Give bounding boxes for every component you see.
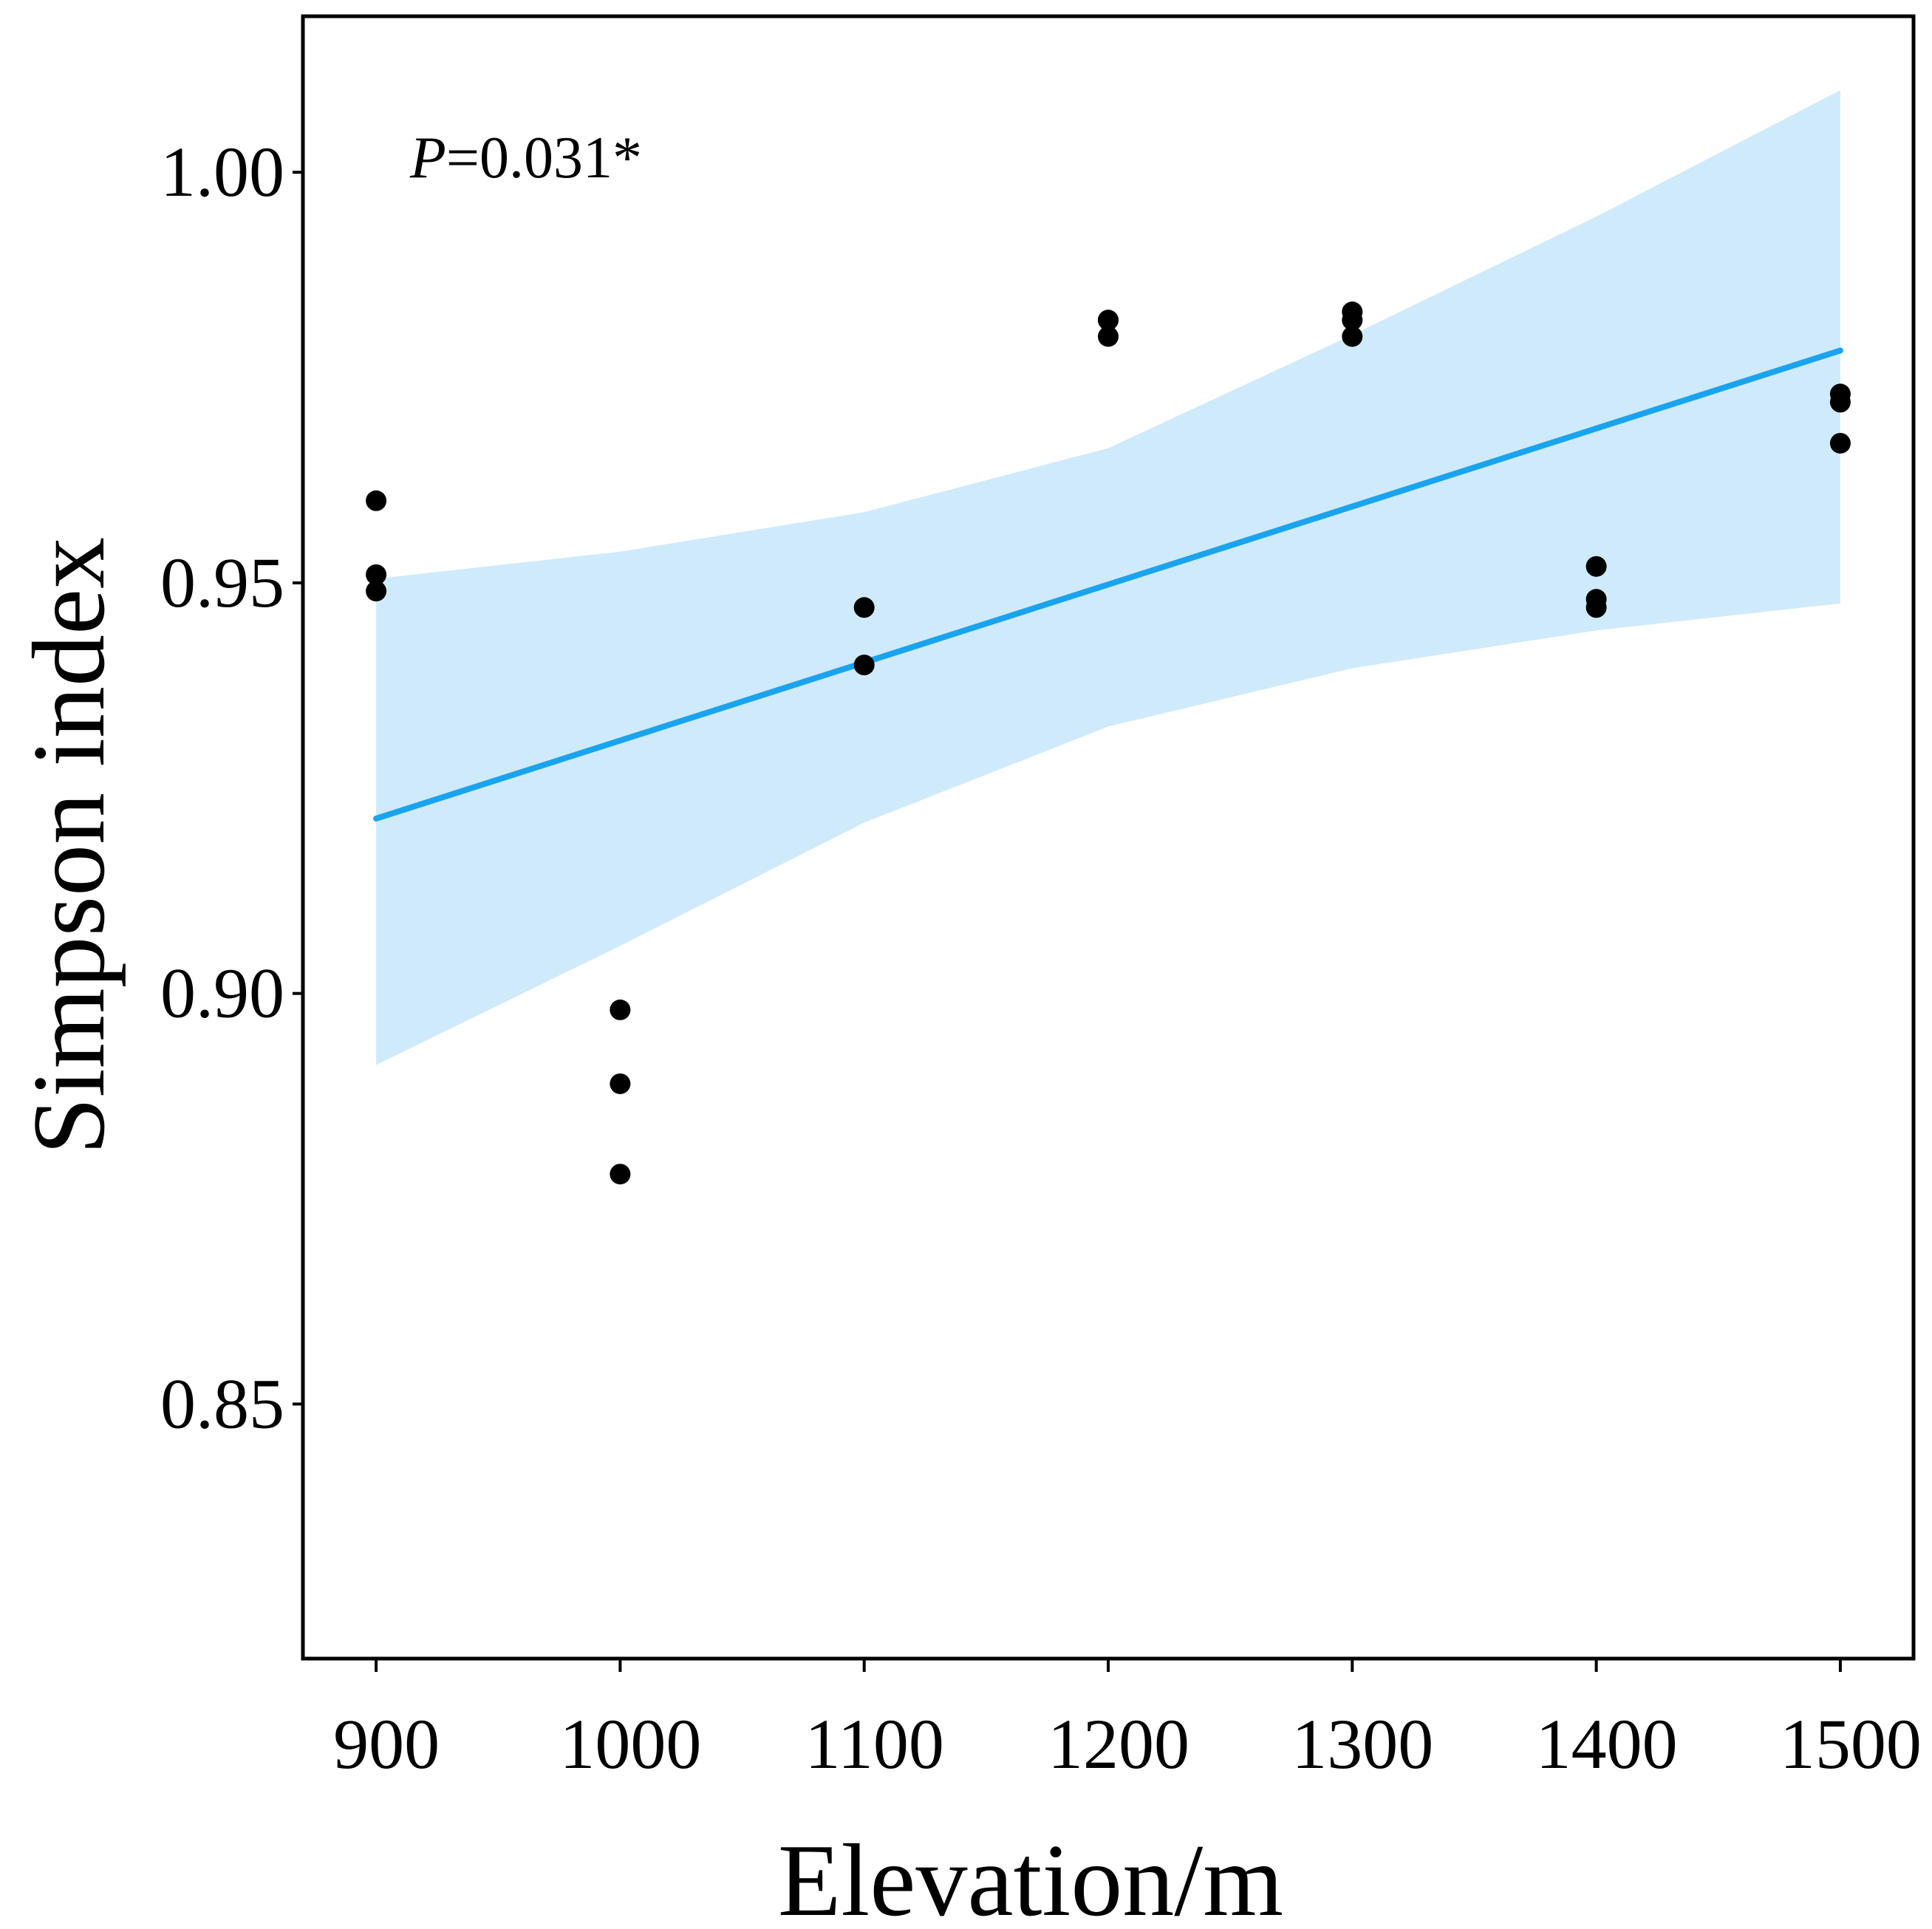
data-point: [853, 655, 875, 676]
x-axis-title: Elevation/m: [778, 1823, 1283, 1929]
data-point: [610, 999, 631, 1020]
y-tick-label: 0.95: [160, 543, 284, 622]
fit-line-layer: [373, 347, 1843, 822]
data-point: [610, 1073, 631, 1094]
data-point: [1098, 326, 1119, 347]
confidence-band-layer: [376, 90, 1840, 1065]
x-tick-label: 1500: [1780, 1704, 1922, 1783]
y-axis-title: Simpson index: [12, 537, 126, 1155]
p-value-annotation: P=0.031*: [409, 126, 642, 191]
y-axis-ticks: 0.85 0.90 0.95 1.00: [160, 132, 303, 1443]
data-point: [366, 564, 387, 585]
data-point: [366, 581, 387, 602]
x-tick-label: 1200: [1048, 1704, 1189, 1783]
data-point: [1342, 310, 1363, 331]
x-tick-label: 1100: [805, 1704, 943, 1783]
x-tick-label: 1300: [1291, 1704, 1433, 1783]
fit-line: [373, 347, 1843, 822]
data-point: [1342, 326, 1363, 347]
data-point: [366, 490, 387, 511]
data-point: [1585, 597, 1607, 618]
confidence-band: [376, 90, 1840, 1065]
data-point: [610, 1164, 631, 1185]
data-point: [1098, 310, 1119, 331]
p-value-text: =0.031*: [446, 126, 642, 191]
x-tick-label: 1000: [559, 1704, 701, 1783]
scatter-points-layer: [366, 301, 1851, 1185]
y-tick-label: 1.00: [160, 132, 284, 211]
x-axis-ticks: 900 1000 1100 1200 1300 1400 1500: [333, 1659, 1922, 1783]
x-tick-label: 900: [333, 1704, 440, 1783]
x-tick-label: 1400: [1536, 1704, 1678, 1783]
y-tick-label: 0.90: [160, 954, 284, 1033]
p-value-symbol: P: [409, 126, 446, 191]
y-tick-label: 0.85: [160, 1364, 284, 1443]
data-point: [1829, 392, 1851, 413]
data-point: [1829, 432, 1851, 454]
data-point: [853, 597, 875, 618]
data-point: [1585, 556, 1607, 577]
